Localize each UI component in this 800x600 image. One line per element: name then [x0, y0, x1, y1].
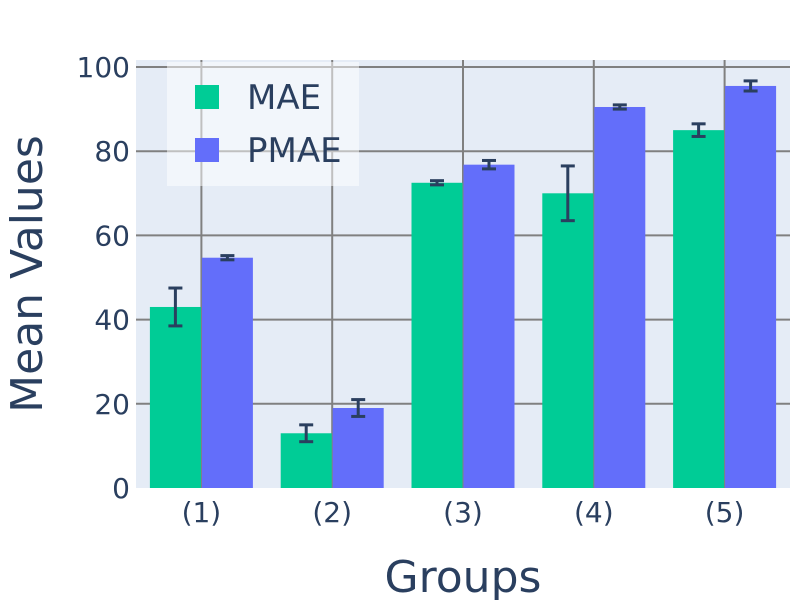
bar-pmae-3	[463, 164, 515, 488]
error-bar-pmae-2	[351, 398, 366, 418]
error-bar-pmae-5	[743, 79, 758, 93]
x-tick-label: (5)	[705, 496, 745, 529]
bar-pmae-5	[725, 85, 777, 488]
y-axis-title: Mean Values	[2, 135, 53, 413]
y-tick-label: 100	[77, 51, 130, 84]
error-bar-pmae-3	[482, 158, 496, 171]
legend-label-pmae: PMAE	[247, 131, 342, 171]
y-axis-ticks: 0 20 40 60 80 100	[77, 51, 130, 505]
error-bar-mae-2	[299, 423, 314, 444]
y-tick-label: 20	[94, 388, 130, 421]
error-bars	[168, 79, 758, 444]
bar-mae-1	[149, 306, 201, 488]
legend-swatch-pmae	[195, 138, 219, 162]
y-tick-label: 40	[94, 304, 130, 337]
legend-label-mae: MAE	[247, 78, 321, 118]
bar-pmae-1	[201, 257, 253, 488]
error-bar-mae-1	[168, 286, 183, 328]
error-bar-pmae-1	[220, 254, 235, 262]
legend: MAE PMAE	[167, 62, 359, 186]
x-tick-label: (1)	[182, 496, 222, 529]
error-bar-mae-3	[430, 179, 444, 187]
legend-swatch-mae	[195, 85, 219, 109]
bar-pmae-2	[332, 408, 384, 488]
y-tick-label: 0	[112, 472, 130, 505]
legend-box	[167, 62, 359, 186]
error-bar-pmae-4	[612, 103, 627, 111]
y-tick-label: 60	[94, 219, 130, 252]
x-axis-title: Groups	[385, 552, 542, 600]
x-tick-label: (4)	[574, 496, 614, 529]
bar-mae-3	[411, 182, 463, 488]
x-tick-label: (3)	[443, 496, 483, 529]
bar-mae-4	[542, 193, 594, 489]
y-tick-label: 80	[94, 135, 130, 168]
x-axis-ticks: (1) (2) (3) (4) (5)	[182, 496, 745, 529]
bar-mae-5	[673, 130, 725, 488]
error-bar-mae-4	[560, 164, 575, 223]
error-bar-mae-5	[691, 122, 706, 138]
x-tick-label: (2)	[312, 496, 352, 529]
bars	[149, 85, 777, 489]
bar-pmae-4	[594, 106, 646, 489]
